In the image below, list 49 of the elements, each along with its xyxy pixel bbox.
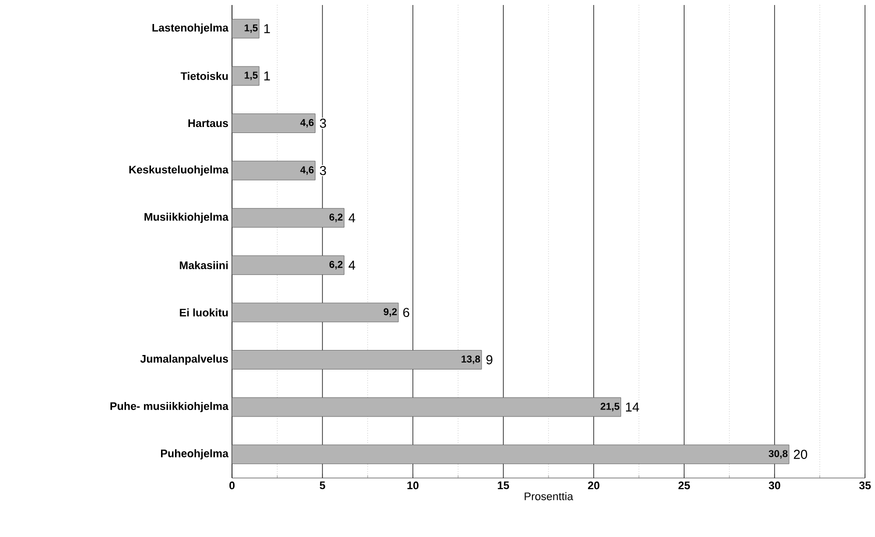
x-tick-label: 5	[320, 482, 326, 490]
data-label: 1,5	[244, 72, 258, 80]
data-label: 1,5	[244, 24, 258, 33]
data-label: 30,8	[768, 450, 788, 459]
y-tick-label: Lastenohjelma	[152, 24, 229, 34]
bar	[232, 302, 399, 322]
annotation: 20	[794, 450, 808, 459]
annotation: 1	[264, 71, 270, 80]
annotation: 9	[486, 355, 492, 364]
x-tick-label: 35	[859, 482, 871, 490]
annotation: 4	[348, 260, 356, 270]
x-tick-label: 15	[498, 482, 510, 490]
y-tick-label: Jumalanpalvelus	[140, 354, 228, 365]
bar	[232, 444, 790, 464]
y-tick-label: Ei luokitu	[180, 308, 228, 316]
data-label: 9,2	[384, 308, 397, 317]
annotation: 3	[320, 118, 326, 128]
bar	[232, 255, 344, 275]
y-tick-label: Musiikkiohjelma	[144, 212, 229, 223]
x-tick-label: 20	[588, 482, 600, 490]
annotation: 3	[320, 166, 326, 176]
data-label: 21,5	[600, 402, 620, 412]
bar	[232, 114, 316, 133]
annotation: 4	[348, 213, 356, 222]
bar	[232, 350, 482, 370]
bar	[232, 66, 260, 86]
y-tick-label: Tietoisku	[180, 72, 228, 80]
x-tick-label: 30	[768, 482, 780, 490]
bar	[232, 18, 260, 38]
data-label: 6,2	[329, 214, 343, 222]
y-tick-label: Puheohjelma	[161, 449, 229, 460]
annotation: 6	[403, 308, 410, 318]
data-label: 6,2	[329, 260, 343, 270]
bar	[232, 397, 622, 417]
data-label: 13,8	[462, 356, 480, 364]
bar	[232, 160, 316, 180]
data-label: 4,6	[300, 119, 314, 128]
x-tick-label: 25	[678, 482, 690, 490]
x-tick-label: 10	[407, 482, 418, 490]
annotation: 14	[626, 402, 640, 412]
data-label: 4,6	[300, 166, 314, 175]
x-tick-label: 0	[229, 482, 235, 490]
y-tick-label: Makasiini	[180, 261, 228, 270]
y-tick-label: Hartaus	[188, 119, 228, 128]
annotation: 1	[264, 24, 270, 34]
y-tick-label: Keskusteluohjelma	[129, 165, 229, 176]
x-axis-title: Prosenttia	[524, 492, 574, 500]
y-tick-label: Puhe- musiikkiohjelma	[110, 402, 229, 412]
bar	[232, 208, 344, 228]
